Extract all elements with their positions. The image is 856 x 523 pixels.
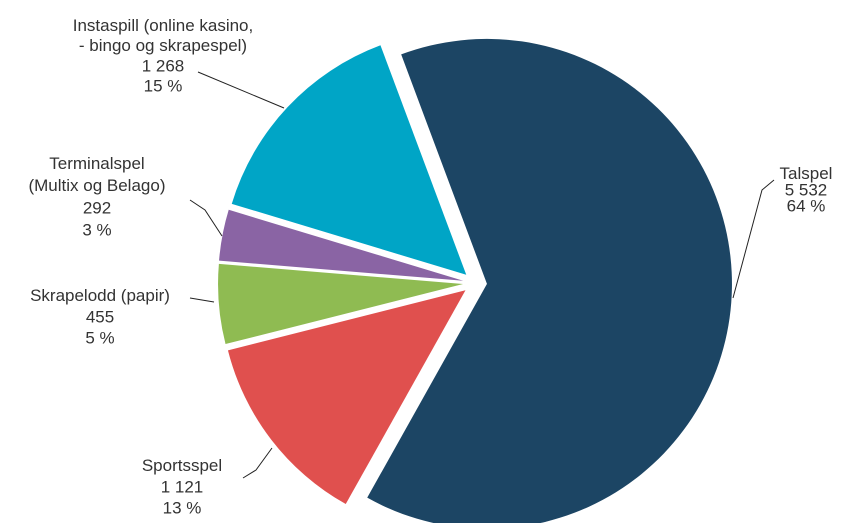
value-label: 5 532 <box>785 180 828 199</box>
label-line: Instaspill (online kasino, <box>73 16 253 35</box>
label-line: (Multix og Belago) <box>28 176 165 195</box>
value-label: 1 121 <box>161 477 204 496</box>
value-label: 292 <box>83 198 111 217</box>
pie-slice <box>219 209 464 281</box>
slice-label: Skrapelodd (papir) <box>30 286 170 305</box>
percent-label: 3 % <box>82 220 111 239</box>
pie-slice <box>231 45 467 275</box>
value-label: 1 268 <box>142 56 185 75</box>
label-line: Talspel <box>780 164 833 183</box>
label-line: Sportsspel <box>142 456 222 475</box>
slice-label: Instaspill (online kasino, - bingo og skr… <box>73 16 253 55</box>
label-line: Skrapelodd (papir) <box>30 286 170 305</box>
slice-label: Terminalspel (Multix og Belago) <box>28 154 165 195</box>
percent-label: 5 % <box>85 328 114 347</box>
leader-line <box>242 447 273 479</box>
pie-slice <box>367 38 732 523</box>
leader-line <box>732 179 775 299</box>
label-line: Terminalspel <box>49 154 144 173</box>
percent-label: 64 % <box>787 196 826 215</box>
percent-label: 15 % <box>144 76 183 95</box>
slice-label: Talspel <box>780 164 833 183</box>
slice-label: Sportsspel <box>142 456 222 475</box>
percent-label: 13 % <box>163 498 202 517</box>
pie-slice <box>218 263 464 345</box>
leader-line <box>189 199 223 237</box>
label-line: - bingo og skrapespel) <box>79 36 247 55</box>
pie-slice <box>227 290 466 505</box>
leader-line <box>189 297 215 303</box>
leader-line <box>197 71 285 109</box>
value-label: 455 <box>86 307 114 326</box>
